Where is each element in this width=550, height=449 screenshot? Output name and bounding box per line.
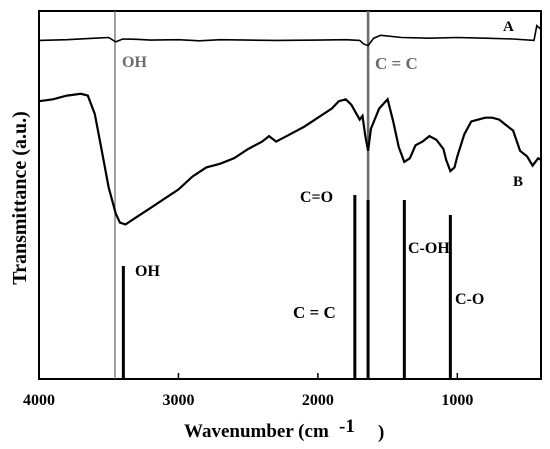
- series-a-line: [38, 24, 542, 47]
- x-axis-ticks: 4000 3000 2000 1000: [23, 373, 473, 409]
- annotation-cc-bottom: C = C: [293, 303, 336, 322]
- x-tick-label: 4000: [23, 392, 55, 409]
- series-b-label: B: [513, 174, 523, 190]
- annotation-oh-bottom: OH: [135, 263, 160, 280]
- x-tick-label: 2000: [302, 392, 334, 409]
- x-axis-label-close: ): [378, 422, 384, 443]
- series-a-label: A: [503, 19, 514, 35]
- annotation-c-oh: C-OH: [408, 240, 450, 257]
- reference-lines: [114, 11, 452, 379]
- annotation-co-double: C=O: [300, 189, 333, 206]
- annotation-oh-top: OH: [122, 54, 147, 71]
- x-tick-label: 1000: [441, 392, 473, 409]
- series-b-line: [38, 92, 542, 226]
- plot-frame: [38, 10, 542, 380]
- x-axis-label-exponent: -1: [339, 416, 355, 437]
- y-axis-label: Transmittance (a.u.): [9, 111, 31, 285]
- annotation-c-o: C-O: [455, 291, 484, 308]
- x-axis-label: Wavenumber (cm: [184, 421, 329, 442]
- x-tick-label: 3000: [162, 392, 194, 409]
- annotation-cc-top: C = C: [375, 54, 418, 73]
